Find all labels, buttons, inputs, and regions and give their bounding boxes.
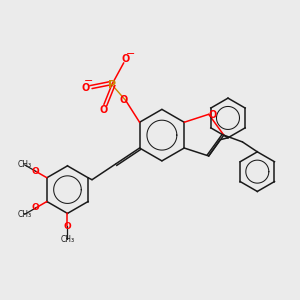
Text: O: O (122, 54, 130, 64)
Text: O: O (100, 105, 108, 116)
Text: O: O (32, 167, 40, 176)
Text: O: O (208, 110, 217, 120)
Text: −: − (126, 49, 135, 59)
Text: CH₃: CH₃ (17, 210, 32, 219)
Text: CH₃: CH₃ (60, 235, 74, 244)
Text: P: P (108, 80, 116, 90)
Text: O: O (82, 82, 90, 93)
Text: O: O (120, 95, 128, 106)
Text: O: O (32, 203, 40, 212)
Text: O: O (64, 222, 71, 231)
Text: −: − (83, 76, 93, 85)
Text: CH₃: CH₃ (17, 160, 32, 169)
